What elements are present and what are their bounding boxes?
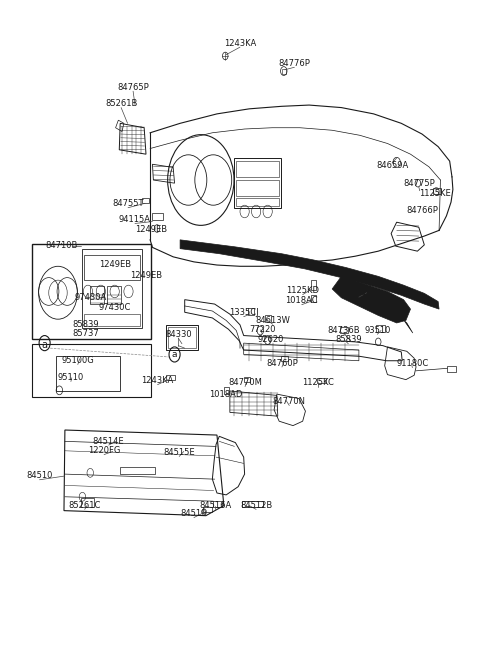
Bar xyxy=(166,375,175,380)
Bar xyxy=(168,327,196,348)
Text: 94115A: 94115A xyxy=(119,215,151,224)
Text: 1220FG: 1220FG xyxy=(88,446,120,455)
Text: 85737: 85737 xyxy=(72,329,99,338)
Bar xyxy=(339,327,348,333)
Text: 84516A: 84516A xyxy=(199,501,231,510)
Text: 93510: 93510 xyxy=(364,326,391,335)
Text: 77220: 77220 xyxy=(249,325,276,335)
Text: 84736B: 84736B xyxy=(328,326,360,335)
Polygon shape xyxy=(180,240,439,309)
Bar xyxy=(311,280,315,290)
Text: 84519: 84519 xyxy=(181,509,207,518)
Bar xyxy=(32,344,151,398)
Text: 84659A: 84659A xyxy=(376,161,408,170)
Bar xyxy=(236,161,279,177)
Text: 84760P: 84760P xyxy=(266,359,298,368)
Bar xyxy=(83,249,142,328)
Bar xyxy=(248,308,254,316)
Text: a: a xyxy=(172,350,177,359)
Bar xyxy=(153,213,163,220)
Text: 84765P: 84765P xyxy=(117,83,149,92)
Text: 84510: 84510 xyxy=(26,472,53,480)
Bar xyxy=(317,379,326,383)
Bar xyxy=(120,466,155,474)
Bar xyxy=(234,158,280,209)
Text: 85839: 85839 xyxy=(72,319,99,329)
Bar xyxy=(213,501,222,508)
Text: 97430C: 97430C xyxy=(98,302,131,312)
Text: 1335CJ: 1335CJ xyxy=(229,308,259,318)
Text: 1249EB: 1249EB xyxy=(98,260,131,269)
Text: 1125KD: 1125KD xyxy=(286,287,319,295)
Bar xyxy=(32,243,151,339)
Bar xyxy=(242,501,263,508)
Bar xyxy=(281,356,288,361)
Polygon shape xyxy=(404,320,413,333)
Text: 84770N: 84770N xyxy=(273,397,306,406)
Text: 84515E: 84515E xyxy=(163,448,195,457)
Bar xyxy=(203,507,212,512)
Text: 84770M: 84770M xyxy=(228,379,262,387)
Text: 84775P: 84775P xyxy=(403,178,435,188)
Bar xyxy=(90,287,104,304)
Bar xyxy=(432,188,441,194)
Text: 1243KA: 1243KA xyxy=(142,377,174,385)
Bar xyxy=(81,498,94,507)
Text: 84755T: 84755T xyxy=(112,199,144,209)
Text: 91180C: 91180C xyxy=(396,359,429,369)
Text: 1018AD: 1018AD xyxy=(209,390,243,399)
Bar xyxy=(142,198,149,203)
Text: 1249EB: 1249EB xyxy=(135,224,168,234)
Bar xyxy=(108,287,121,304)
Text: 84545: 84545 xyxy=(346,289,372,298)
Bar xyxy=(166,325,198,350)
Text: 92620: 92620 xyxy=(257,335,284,344)
Text: 84330: 84330 xyxy=(165,330,192,338)
Text: 1018AC: 1018AC xyxy=(286,297,318,306)
Bar xyxy=(84,255,140,280)
Bar xyxy=(282,68,286,73)
Bar xyxy=(362,288,372,294)
Bar xyxy=(224,386,229,394)
Bar xyxy=(376,325,384,332)
Text: 1243KA: 1243KA xyxy=(224,39,256,48)
Text: 84512B: 84512B xyxy=(240,501,272,510)
Bar xyxy=(56,356,120,391)
Text: 1249EB: 1249EB xyxy=(131,271,163,280)
Polygon shape xyxy=(332,276,410,323)
Text: 1125KC: 1125KC xyxy=(302,379,334,387)
Text: 1125KE: 1125KE xyxy=(419,189,451,197)
Bar xyxy=(244,377,250,382)
Bar xyxy=(265,316,271,321)
Text: 84613W: 84613W xyxy=(255,316,290,325)
Text: 85839: 85839 xyxy=(335,335,361,344)
Text: 85261C: 85261C xyxy=(69,501,101,510)
Bar xyxy=(236,180,279,195)
Text: 84710B: 84710B xyxy=(45,241,77,250)
Text: 84766P: 84766P xyxy=(406,207,438,215)
Bar xyxy=(447,366,456,372)
Text: 95110: 95110 xyxy=(58,373,84,382)
Text: a: a xyxy=(42,340,48,350)
Text: 85261B: 85261B xyxy=(105,99,137,108)
Text: 97430A: 97430A xyxy=(74,293,107,302)
Text: 84514E: 84514E xyxy=(93,437,124,446)
Text: 95100G: 95100G xyxy=(61,356,94,365)
Bar xyxy=(84,314,140,326)
Text: 84776P: 84776P xyxy=(278,59,310,68)
Bar xyxy=(236,197,279,207)
Bar xyxy=(311,295,315,302)
